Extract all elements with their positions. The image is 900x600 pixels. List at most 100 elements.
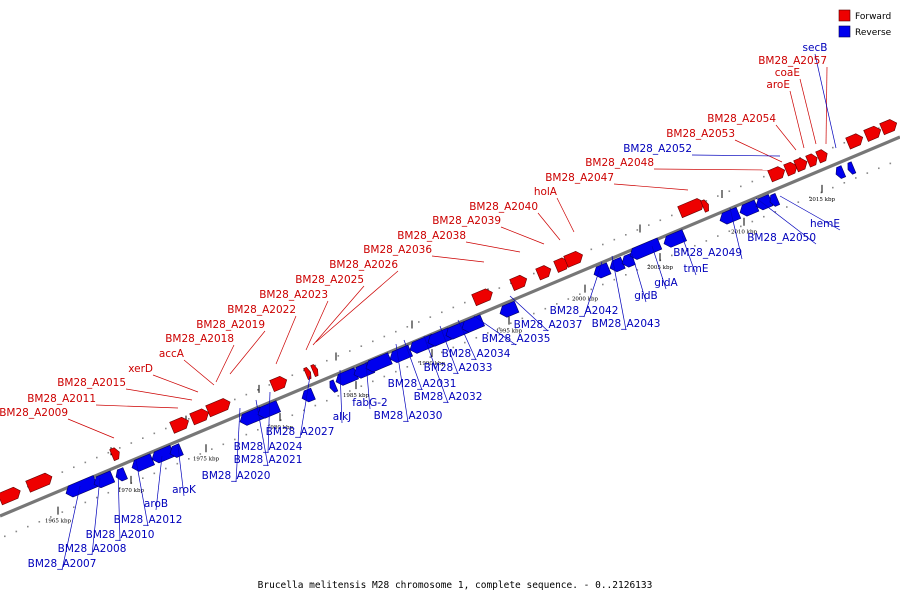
track-dot xyxy=(452,346,455,349)
forward-gene-label: BM28_A2047 xyxy=(545,172,614,184)
gene-shape xyxy=(0,486,21,506)
track-dot xyxy=(119,447,121,449)
gene-features xyxy=(0,119,898,506)
reverse-gene-label: BM28_A2010 xyxy=(86,529,155,541)
track-dot xyxy=(107,491,110,494)
leader-line xyxy=(135,459,149,527)
gene-shape xyxy=(805,153,818,168)
reverse-gene-arrow xyxy=(663,229,687,248)
track-dot xyxy=(648,264,650,266)
tick-label: 1995 kbp xyxy=(496,329,523,335)
forward-gene-label: BM28_A2011 xyxy=(27,393,96,405)
forward-gene-arrow xyxy=(863,125,882,142)
forward-gene-arrow xyxy=(169,416,189,434)
track-dot xyxy=(188,458,190,460)
reverse-gene-arrow xyxy=(719,206,742,225)
track-dot xyxy=(360,385,363,387)
forward-gene-label: BM28_A2015 xyxy=(57,377,126,389)
track-dot xyxy=(395,330,397,333)
gene-shape xyxy=(189,408,209,426)
forward-gene-arrow xyxy=(879,119,898,136)
leader-line xyxy=(125,388,193,401)
reverse-gene-arrow xyxy=(609,256,626,273)
gene-shape xyxy=(863,125,882,142)
track-dot xyxy=(257,428,259,431)
track-dot xyxy=(820,191,823,194)
forward-gene-label: BM28_A2040 xyxy=(469,201,538,213)
leader-line xyxy=(155,455,163,511)
track-dot xyxy=(878,167,880,170)
track-dot xyxy=(441,351,443,354)
track-dot xyxy=(153,432,156,435)
gene-shape xyxy=(65,475,99,498)
forward-gene-arrow xyxy=(269,375,288,393)
track-dot xyxy=(395,370,397,373)
leader-line xyxy=(95,404,179,409)
forward-gene-arrow xyxy=(109,447,120,462)
legend: Forward Reverse xyxy=(838,9,892,38)
track-dot xyxy=(61,511,64,513)
leader-line xyxy=(651,245,667,290)
track-dot xyxy=(579,293,581,295)
reverse-gene-label: BM28_A2024 xyxy=(234,441,303,453)
track-dot xyxy=(889,162,892,165)
track-dot xyxy=(843,181,846,184)
gene-shape xyxy=(847,161,857,175)
map-caption: Brucella melitensis M28 chromosome 1, co… xyxy=(258,580,653,591)
gene-shape xyxy=(700,199,709,213)
track-dot xyxy=(602,283,604,286)
track-dot xyxy=(372,340,374,343)
forward-gene-label: BM28_A2022 xyxy=(227,304,296,316)
leader-line xyxy=(653,168,773,171)
track-dot xyxy=(291,374,294,377)
tick-label: 1980 kbp xyxy=(267,425,294,431)
track-dot xyxy=(590,288,593,291)
reverse-gene-label: fabG-2 xyxy=(352,397,387,409)
leader-line xyxy=(275,315,297,365)
track-dot xyxy=(671,254,673,257)
track-dot xyxy=(705,200,708,202)
track-dot xyxy=(671,214,673,217)
forward-gene-arrow xyxy=(189,408,209,426)
reverse-gene-label: BM28_A2031 xyxy=(388,378,457,390)
track-dot xyxy=(866,172,869,174)
forward-gene-arrow xyxy=(0,486,21,506)
reverse-gene-arrow xyxy=(301,387,316,403)
leader-line xyxy=(365,361,371,410)
forward-gene-label: BM28_A2039 xyxy=(432,215,501,227)
leader-line xyxy=(255,399,269,467)
gene-shape xyxy=(169,416,189,434)
reverse-gene-arrow xyxy=(499,300,520,318)
track-dot xyxy=(165,427,167,430)
forward-gene-label: BM28_A2025 xyxy=(295,274,364,286)
leader-line xyxy=(395,343,409,423)
gene-shape xyxy=(563,250,583,268)
gene-shape xyxy=(151,444,175,464)
leader-line xyxy=(67,418,115,439)
forward-gene-arrow xyxy=(471,288,493,307)
forward-gene-arrow xyxy=(845,133,864,150)
track-dot xyxy=(61,471,64,473)
track-dot xyxy=(843,141,846,144)
reverse-gene-arrow xyxy=(115,467,128,482)
leader-line xyxy=(537,212,561,241)
gene-shape xyxy=(509,274,528,291)
legend-forward-swatch xyxy=(838,9,851,22)
gene-shape xyxy=(739,199,760,217)
track-dot xyxy=(475,336,478,339)
gene-shape xyxy=(269,375,288,393)
track-dot xyxy=(383,375,386,378)
track-dot xyxy=(326,399,328,402)
tick-label: 2000 kbp xyxy=(572,297,599,303)
leader-line xyxy=(339,369,343,424)
forward-gene-arrow xyxy=(310,364,319,378)
track-dot xyxy=(257,388,259,391)
legend-reverse-label: Reverse xyxy=(855,28,892,38)
forward-gene-label: holA xyxy=(534,186,558,198)
track-dot xyxy=(337,355,340,357)
track-dot xyxy=(567,298,570,300)
gene-shape xyxy=(169,443,184,458)
leader-line xyxy=(315,270,399,343)
reverse-gene-label: hemE xyxy=(810,218,840,230)
